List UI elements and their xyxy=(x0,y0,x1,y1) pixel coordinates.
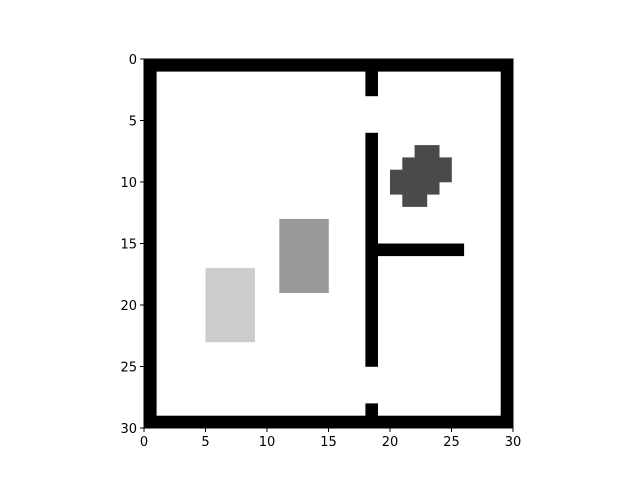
x-tick-label-5: 25 xyxy=(443,435,460,450)
x-tick-label-4: 20 xyxy=(382,435,399,450)
cell-agent-10 xyxy=(414,145,440,158)
cell-wall-7 xyxy=(377,243,465,257)
y-tick-label-5: 25 xyxy=(120,361,137,376)
cell-agent-13 xyxy=(402,182,440,195)
x-tick-label-3: 15 xyxy=(320,435,337,450)
y-axis: 0 5 10 15 20 25 30 xyxy=(120,53,144,437)
cell-agent-14 xyxy=(402,194,428,207)
cell-wall-3 xyxy=(500,59,514,416)
cell-box-light-9 xyxy=(205,268,255,343)
cell-wall-0 xyxy=(144,59,514,72)
cell-agent-12 xyxy=(390,169,403,195)
cell-wall-6 xyxy=(365,403,378,416)
cell-wall-1 xyxy=(144,415,514,429)
x-axis: 0 5 10 15 20 25 30 xyxy=(140,428,521,450)
cell-wall-2 xyxy=(144,59,157,416)
cell-agent-11 xyxy=(402,157,452,183)
cells-layer xyxy=(144,59,514,429)
x-tick-label-2: 10 xyxy=(259,435,276,450)
y-tick-label-0: 0 xyxy=(129,53,137,68)
y-tick-label-2: 10 xyxy=(120,176,137,191)
x-tick-label-1: 5 xyxy=(201,435,209,450)
y-tick-label-3: 15 xyxy=(120,238,137,253)
x-tick-label-0: 0 xyxy=(140,435,148,450)
cell-wall-5 xyxy=(365,132,378,367)
y-tick-label-4: 20 xyxy=(120,299,137,314)
x-tick-label-6: 30 xyxy=(505,435,522,450)
y-tick-label-1: 5 xyxy=(129,115,137,130)
y-tick-label-6: 30 xyxy=(120,422,137,437)
cell-box-medium-8 xyxy=(279,218,329,293)
cell-wall-4 xyxy=(365,59,378,97)
